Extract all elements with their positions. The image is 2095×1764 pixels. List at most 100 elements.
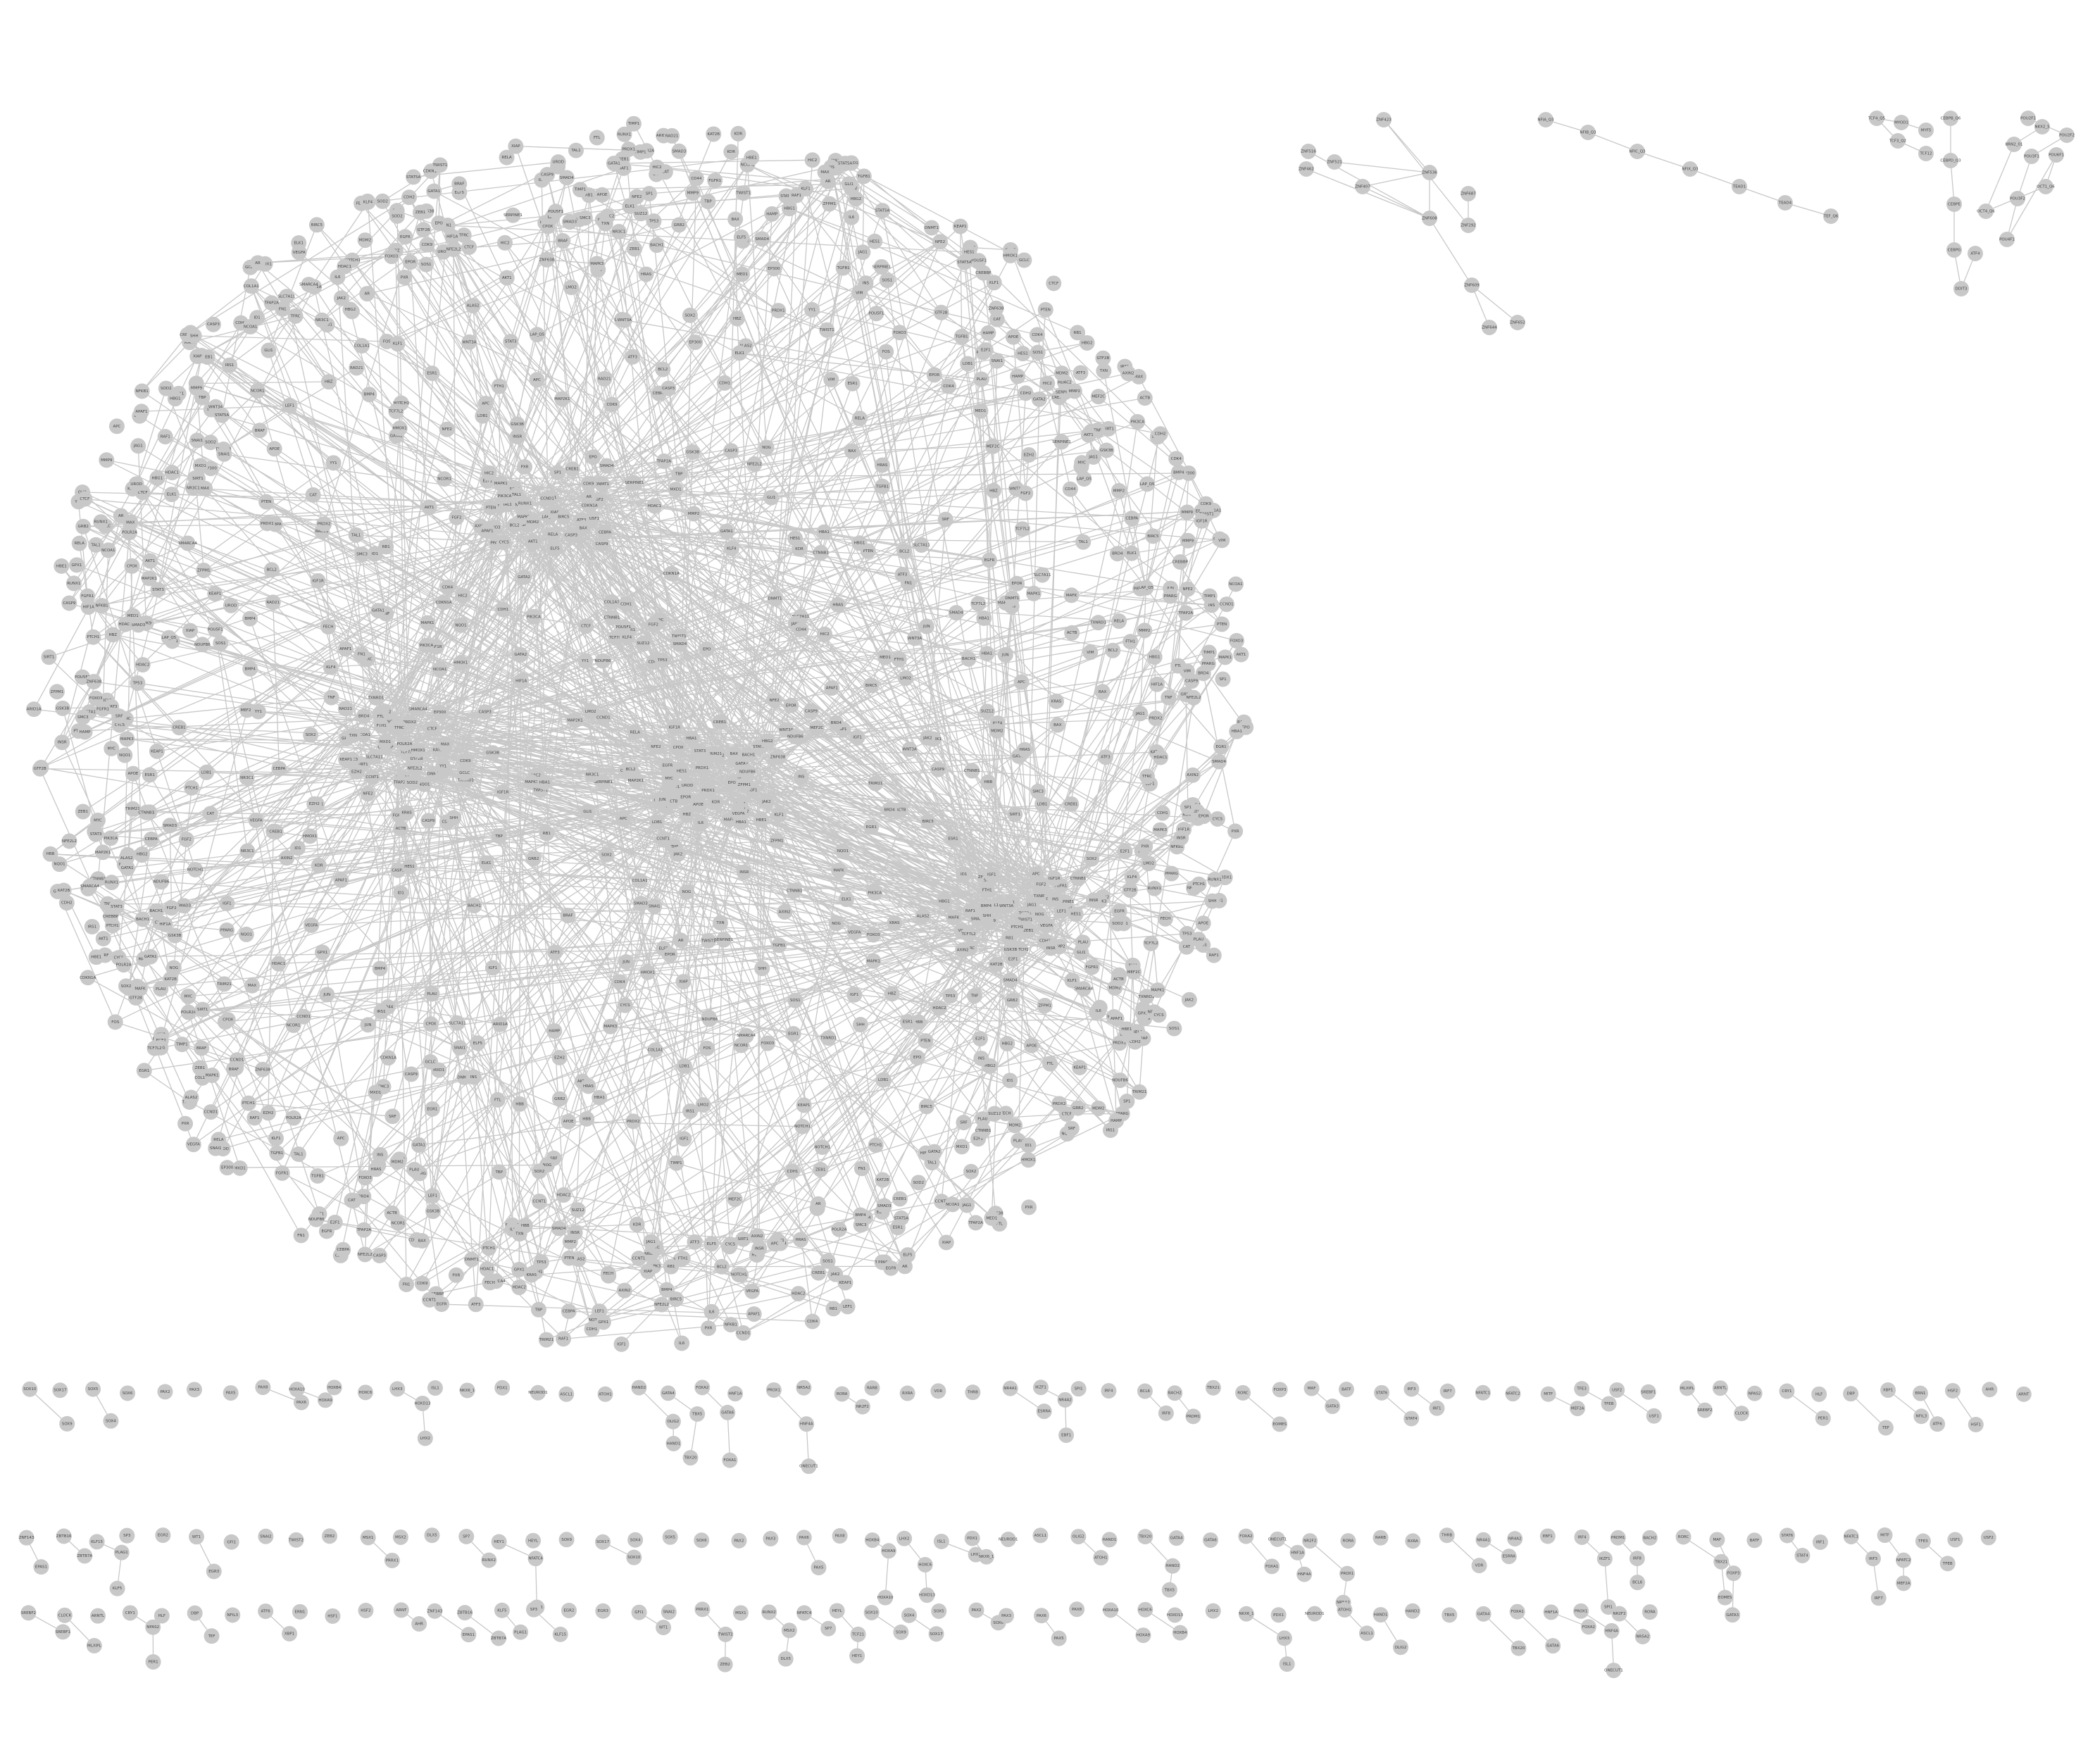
graph-node[interactable]: E2F1	[977, 342, 994, 358]
graph-node[interactable]: GLI1	[261, 342, 277, 358]
graph-node[interactable]: PXR	[701, 1320, 717, 1337]
node-circle[interactable]	[933, 304, 949, 320]
node-circle[interactable]	[497, 234, 513, 251]
graph-node[interactable]: HIC2	[817, 626, 833, 642]
node-circle[interactable]	[892, 1191, 908, 1207]
graph-node[interactable]: XIAP	[182, 623, 198, 639]
graph-node[interactable]: XIAP	[640, 1263, 656, 1280]
graph-node[interactable]: ZEB1	[627, 241, 643, 257]
graph-node[interactable]: APOE	[594, 187, 611, 203]
graph-node[interactable]: AXIN2	[749, 1228, 765, 1244]
node-circle[interactable]	[1181, 992, 1197, 1008]
graph-node[interactable]: TFAP2A	[264, 295, 280, 311]
graph-node[interactable]: MAPK1	[865, 953, 882, 969]
graph-node[interactable]: LAP_Q5	[1138, 580, 1154, 596]
node-circle[interactable]	[80, 599, 96, 615]
graph-node[interactable]: KAT2B	[988, 956, 1004, 972]
graph-node[interactable]: KRAS	[887, 915, 903, 931]
graph-node[interactable]: GPX1	[68, 557, 85, 573]
graph-node[interactable]: TXNRD1	[368, 689, 384, 706]
graph-node[interactable]: SUZ12	[570, 1202, 586, 1218]
graph-node[interactable]: HBG1	[782, 201, 798, 217]
node-circle[interactable]	[844, 443, 860, 459]
graph-node[interactable]: TNF	[323, 689, 339, 706]
graph-node[interactable]: SMAD3	[671, 143, 687, 159]
node-circle[interactable]	[266, 441, 282, 457]
node-circle[interactable]	[1143, 935, 1159, 951]
graph-node[interactable]: LAP_Q5	[1076, 471, 1092, 487]
graph-node[interactable]: GATA1	[606, 156, 622, 172]
graph-node[interactable]: CEBPA	[143, 831, 159, 847]
graph-node[interactable]: KLF1	[1064, 972, 1080, 989]
graph-node[interactable]: HES1	[961, 244, 977, 261]
graph-node[interactable]: HBZ	[105, 627, 121, 643]
graph-node[interactable]: HBA1	[592, 1089, 608, 1106]
graph-node[interactable]: GTF2B	[1122, 882, 1138, 899]
node-circle[interactable]	[194, 637, 211, 653]
graph-node[interactable]: SIRT1	[1007, 806, 1023, 822]
graph-node[interactable]: CCNT1	[421, 1291, 437, 1308]
graph-node[interactable]: APC	[615, 811, 632, 827]
graph-node[interactable]: GRB2	[671, 217, 687, 233]
graph-node[interactable]: IGF1	[484, 960, 501, 976]
graph-node[interactable]: NCOA1	[1227, 576, 1244, 592]
node-circle[interactable]	[61, 595, 77, 611]
graph-node[interactable]: KLF4	[360, 194, 376, 210]
graph-node[interactable]: KLF4	[1124, 869, 1140, 885]
node-circle[interactable]	[633, 206, 649, 222]
node-circle[interactable]	[1018, 385, 1034, 401]
graph-node[interactable]: CYCS	[1209, 811, 1225, 827]
graph-node[interactable]: NOTCH1	[814, 1139, 830, 1156]
graph-node[interactable]: TBP	[491, 1164, 507, 1180]
graph-node[interactable]: AKT1	[1080, 427, 1096, 443]
graph-node[interactable]: FGF2	[1018, 485, 1034, 501]
graph-node[interactable]: PPARG	[1200, 656, 1216, 672]
graph-node[interactable]: TIMP1	[668, 1155, 684, 1171]
graph-node[interactable]: APOE	[1005, 329, 1021, 345]
graph-node[interactable]: HIC2	[1039, 375, 1056, 392]
graph-node[interactable]: HRAS	[1017, 742, 1033, 758]
node-circle[interactable]	[412, 204, 428, 220]
node-circle[interactable]	[682, 1103, 699, 1120]
graph-node[interactable]: KLF4	[323, 659, 339, 675]
graph-node[interactable]: HMOX1	[1002, 247, 1018, 263]
node-circle[interactable]	[1037, 301, 1053, 318]
graph-node[interactable]: INS	[465, 1069, 482, 1085]
node-circle[interactable]	[289, 840, 306, 856]
node-circle[interactable]	[611, 974, 627, 990]
node-circle[interactable]	[787, 992, 803, 1008]
node-circle[interactable]	[784, 1163, 801, 1180]
graph-node[interactable]: NFE2L2	[653, 1296, 670, 1313]
node-circle[interactable]	[404, 1066, 420, 1082]
graph-node[interactable]: AKT1	[1233, 646, 1249, 663]
graph-node[interactable]: SMC3	[1030, 783, 1046, 799]
graph-node[interactable]: CCNT1	[631, 1250, 647, 1266]
graph-node[interactable]: MEF2C	[808, 720, 825, 736]
node-circle[interactable]	[1025, 585, 1042, 601]
graph-node[interactable]: EZH2	[306, 796, 323, 812]
graph-node[interactable]: PTEN	[1037, 301, 1053, 318]
graph-node[interactable]: HMOX1	[453, 655, 469, 671]
node-circle[interactable]	[333, 1130, 349, 1146]
graph-node[interactable]: BIRC5	[863, 677, 880, 694]
graph-node[interactable]: NFKB1	[723, 1317, 739, 1333]
graph-node[interactable]: HBE1	[88, 949, 104, 965]
graph-node[interactable]: TFAP2A	[656, 453, 672, 469]
graph-node[interactable]: MMP9	[684, 185, 701, 201]
node-circle[interactable]	[1004, 992, 1020, 1008]
graph-node[interactable]: TIMP1	[1201, 644, 1217, 661]
node-circle[interactable]	[495, 784, 511, 801]
graph-node[interactable]: PRDX2	[316, 516, 332, 532]
graph-node[interactable]: NFE2L2	[746, 456, 763, 472]
node-circle[interactable]	[360, 1017, 376, 1033]
graph-node[interactable]: PIK3CA	[867, 885, 883, 901]
graph-node[interactable]: CPOX	[539, 218, 556, 234]
node-circle[interactable]	[617, 997, 633, 1013]
graph-node[interactable]: AKT1	[142, 553, 158, 569]
graph-node[interactable]: APOE	[266, 441, 282, 457]
graph-node[interactable]: MAPK1	[1025, 585, 1042, 601]
graph-node[interactable]: LMO2	[582, 703, 599, 720]
graph-node[interactable]: AXIN2	[777, 904, 793, 920]
node-circle[interactable]	[551, 1220, 567, 1237]
graph-node[interactable]: PTCH1	[85, 629, 101, 645]
